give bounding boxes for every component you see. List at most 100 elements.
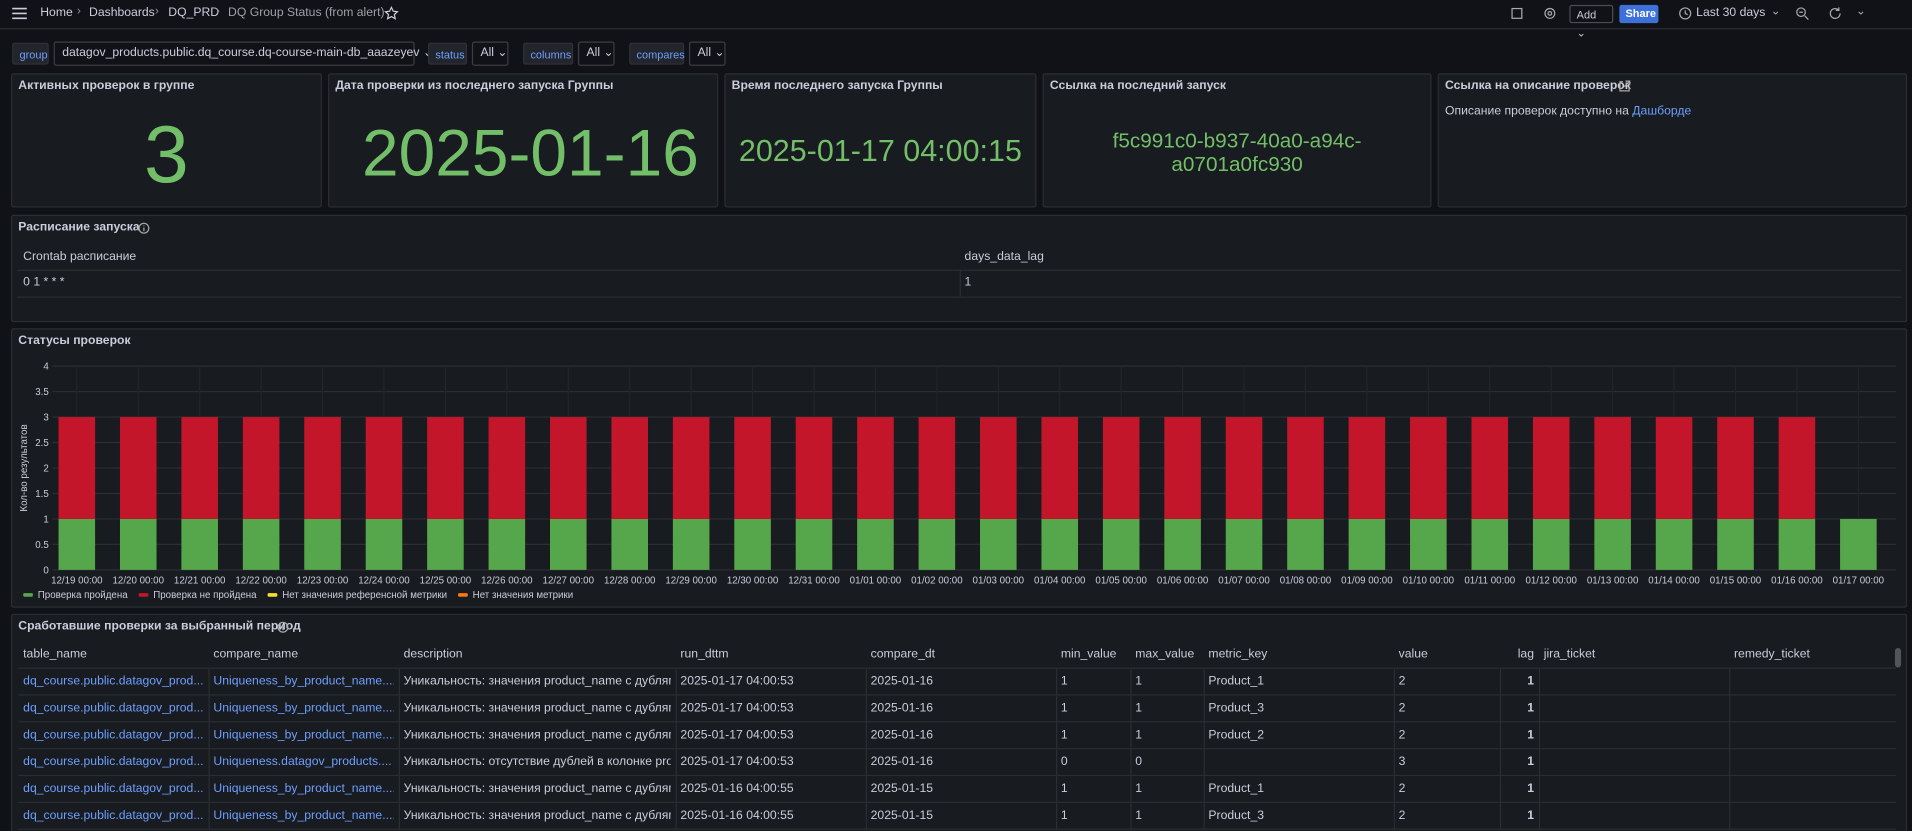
column-header[interactable]: compare_dt — [870, 647, 936, 662]
cell-link[interactable]: Uniqueness_by_product_name.... — [213, 701, 394, 716]
save-icon[interactable] — [1510, 6, 1525, 21]
cell: 2 — [1398, 674, 1406, 689]
add-label: Add — [1576, 8, 1597, 21]
cell: 2025-01-16 — [870, 728, 934, 742]
scrollbar[interactable] — [1894, 647, 1902, 668]
cell: 3 — [1398, 755, 1406, 769]
cell-link[interactable]: dq_course.public.datagov_prod... — [23, 701, 204, 716]
cell: 0 — [1060, 755, 1068, 769]
cell: 1 — [1135, 782, 1143, 796]
column-header[interactable]: max_value — [1135, 647, 1195, 662]
x-tick-label: 01/15 00:00 — [1710, 575, 1762, 586]
column-header[interactable]: lag — [1517, 647, 1535, 662]
panel-title: Время последнего запуска Группы — [731, 79, 943, 93]
cell: 2025-01-15 — [870, 809, 934, 823]
cell-link[interactable]: Uniqueness_by_product_name.... — [213, 728, 394, 742]
row-border — [1729, 668, 1731, 696]
variable-select[interactable]: datagov_products.public.dq_course.dq-cou… — [53, 41, 433, 66]
info-icon[interactable] — [138, 222, 150, 234]
bar-segment — [1225, 417, 1263, 519]
row-border — [1203, 695, 1205, 723]
row-border — [865, 668, 867, 696]
settings-icon[interactable] — [1543, 6, 1558, 21]
cell-link[interactable]: Uniqueness_by_product_name.... — [213, 674, 394, 689]
x-tick-label: 01/04 00:00 — [1034, 575, 1086, 586]
column-header[interactable]: compare_name — [213, 647, 299, 662]
breadcrumb[interactable]: Dashboards — [89, 6, 155, 20]
x-tick-label: 01/05 00:00 — [1095, 575, 1147, 586]
bar-segment — [1041, 417, 1079, 519]
column-header[interactable]: table_name — [23, 647, 87, 662]
x-tick-label: 12/19 00:00 — [51, 575, 103, 586]
row-border — [398, 722, 400, 750]
row-border — [1538, 749, 1541, 777]
cell-link[interactable]: Uniqueness.datagov_products.... — [213, 755, 392, 769]
cell-link[interactable]: dq_course.public.datagov_prod... — [23, 755, 204, 769]
column-header[interactable]: jira_ticket — [1543, 647, 1596, 662]
bar-segment — [1717, 518, 1754, 570]
x-tick-label: 12/21 00:00 — [174, 575, 226, 586]
variable-select[interactable]: All ⌄ — [688, 41, 726, 66]
cell-link[interactable]: dq_course.public.datagov_prod... — [23, 782, 204, 796]
stat-panel: Ссылка на последний запуск f5c991c0-b937… — [1042, 73, 1432, 208]
bar-segment — [1778, 518, 1816, 570]
y-tick-label: 1.5 — [35, 489, 49, 500]
row-border — [398, 776, 400, 803]
cell: 2025-01-16 04:00:55 — [680, 809, 794, 823]
cell-link[interactable]: Uniqueness_by_product_name.... — [213, 809, 394, 823]
column-header[interactable]: description — [403, 647, 463, 662]
cell-link[interactable]: Uniqueness_by_product_name.... — [213, 782, 394, 796]
variable-select[interactable]: All ⌄ — [577, 41, 615, 66]
cell-link[interactable]: dq_course.public.datagov_prod... — [23, 728, 204, 742]
stat-value[interactable]: f5c991c0-b937-40a0-a94c-a0701a0fc930 — [1112, 129, 1362, 176]
link[interactable]: Дашборде — [1632, 104, 1692, 119]
x-tick-label: 01/03 00:00 — [973, 575, 1025, 586]
row-border — [1130, 776, 1132, 803]
cell-link[interactable]: dq_course.public.datagov_prod... — [23, 809, 204, 823]
y-tick-label: 2.5 — [35, 438, 49, 449]
bar-segment — [304, 518, 341, 570]
cell: 0 — [1135, 755, 1143, 769]
row-border — [18, 801, 1897, 803]
column-header[interactable]: remedy_ticket — [1733, 647, 1810, 662]
menu-icon[interactable] — [11, 6, 28, 21]
add-button[interactable]: Add ⌄ — [1569, 4, 1614, 39]
chevron[interactable]: ⌄ — [1855, 4, 1867, 19]
x-tick-label: 01/01 00:00 — [850, 575, 902, 586]
row-border — [1393, 749, 1395, 777]
refresh-icon[interactable] — [1828, 6, 1843, 21]
bar-segment — [365, 518, 403, 570]
external-link-icon[interactable] — [1618, 79, 1631, 92]
row-border — [1056, 776, 1058, 803]
variable-select[interactable]: All ⌄ — [471, 41, 509, 66]
row-border — [675, 749, 677, 777]
column-header[interactable]: run_dttm — [680, 647, 729, 662]
breadcrumb[interactable]: Home — [40, 6, 73, 20]
cell: 2025-01-17 04:00:53 — [680, 701, 794, 716]
bar-segment — [119, 518, 157, 570]
column-header[interactable]: metric_key — [1208, 647, 1268, 662]
row-border — [865, 749, 867, 777]
column-header[interactable]: value — [1398, 647, 1428, 662]
cell: Уникальность: значения product_name с ду… — [403, 782, 671, 796]
row-border — [1499, 802, 1502, 830]
column-header[interactable]: min_value — [1060, 647, 1117, 662]
row-border — [398, 802, 400, 830]
panel-text: Описание проверок доступно на Дашборде — [1445, 105, 1691, 118]
share-button[interactable]: Share — [1619, 4, 1659, 24]
bar-segment — [181, 518, 218, 570]
x-tick-label: 01/08 00:00 — [1280, 575, 1332, 586]
zoom-out-icon[interactable] — [1795, 6, 1810, 21]
bar-segment — [304, 417, 341, 519]
cell: 1 — [1060, 674, 1068, 689]
bar-segment — [795, 417, 833, 519]
time-range[interactable]: Last 30 days — [1696, 6, 1766, 20]
star-icon[interactable] — [384, 6, 399, 21]
cell-link[interactable]: dq_course.public.datagov_prod... — [23, 674, 204, 689]
info-icon[interactable] — [277, 621, 289, 633]
cell: Уникальность: отсутствие дублей в колонк… — [403, 755, 671, 769]
cell: 1 — [1527, 728, 1535, 742]
breadcrumb[interactable]: DQ_PRD — [168, 6, 220, 20]
variable-label: group — [12, 42, 49, 65]
